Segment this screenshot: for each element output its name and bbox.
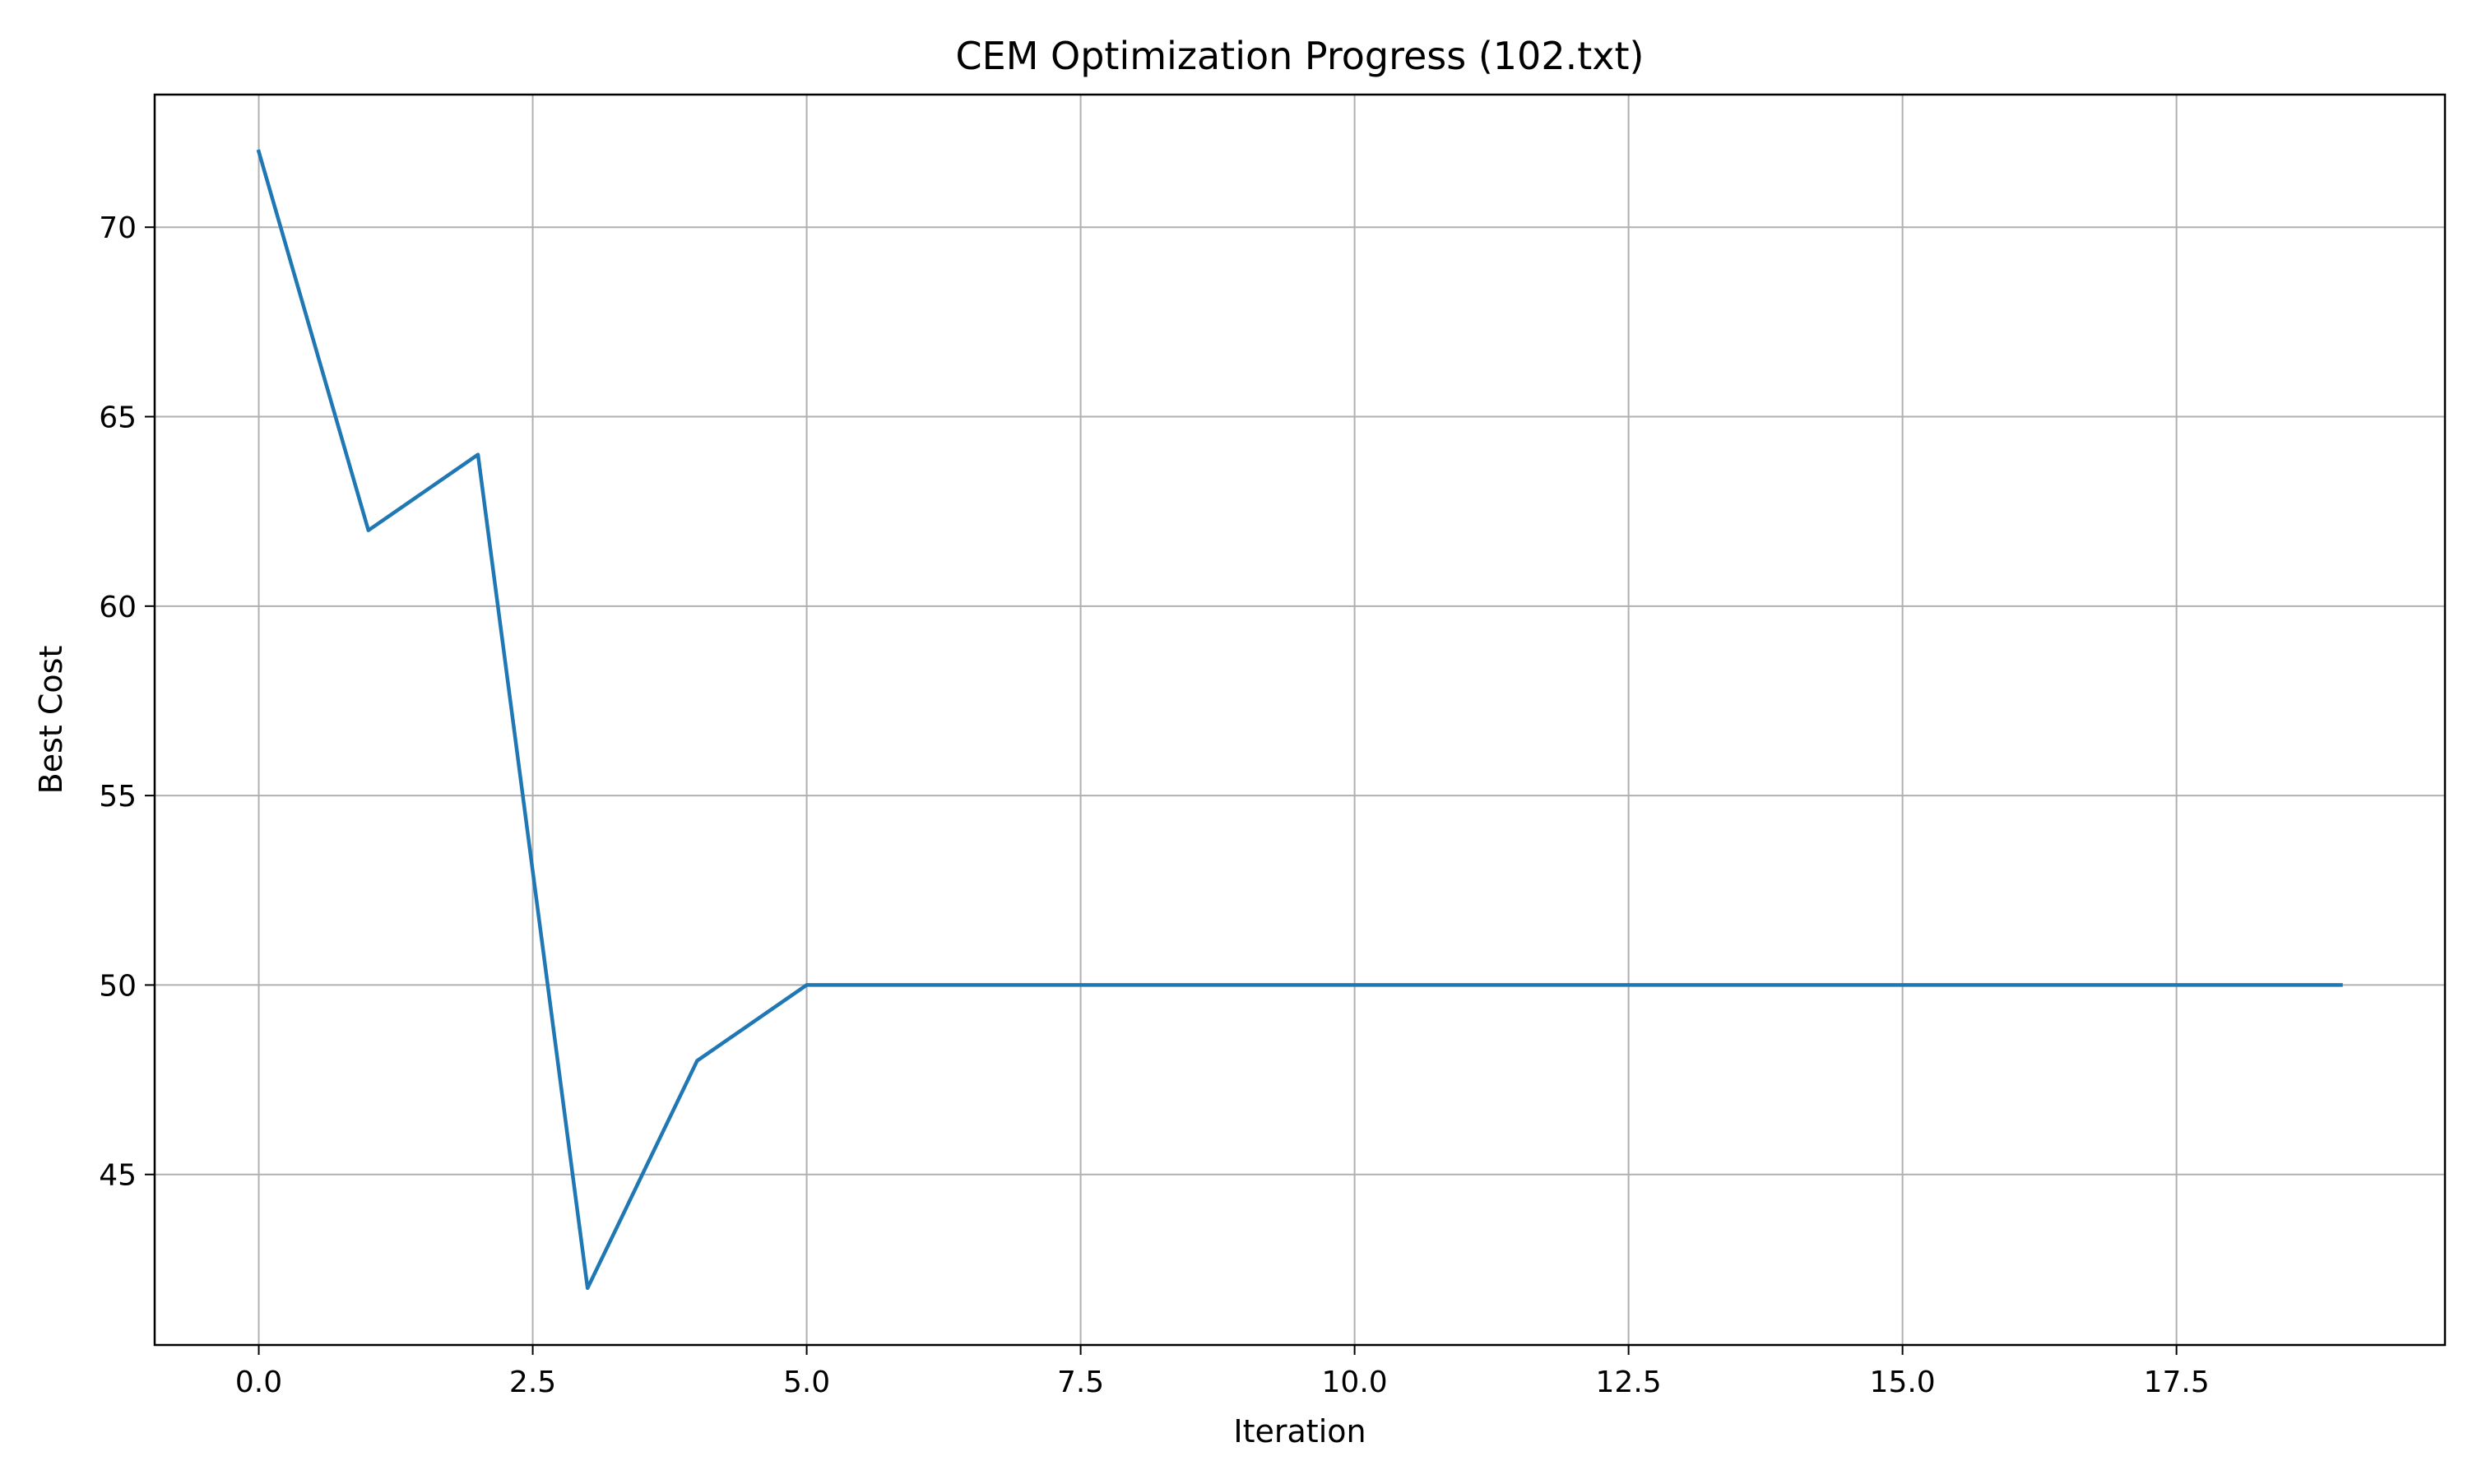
x-tick-label: 2.5	[509, 1366, 556, 1399]
x-axis-label: Iteration	[1233, 1413, 1366, 1449]
series-layer	[256, 149, 2343, 1291]
y-axis-ticks: 45 50 55 60 65 70	[99, 211, 155, 1193]
x-axis-ticks: 0.0 2.5 5.0 7.5 10.0 12.5 15.0 17.5	[235, 1345, 2210, 1399]
x-tick-label: 10.0	[1322, 1366, 1388, 1399]
y-tick-label: 55	[99, 780, 137, 814]
x-tick-label: 12.5	[1596, 1366, 1662, 1399]
y-tick-label: 60	[99, 591, 137, 624]
x-tick-label: 15.0	[1870, 1366, 1936, 1399]
series-line	[256, 149, 2343, 1291]
x-tick-label: 17.5	[2144, 1366, 2210, 1399]
y-tick-label: 50	[99, 969, 137, 1003]
y-tick-label: 45	[99, 1159, 137, 1193]
y-tick-label: 70	[99, 211, 137, 245]
x-tick-label: 0.0	[235, 1366, 282, 1399]
y-tick-label: 65	[99, 401, 137, 435]
chart-title: CEM Optimization Progress (102.txt)	[956, 34, 1645, 78]
x-tick-label: 7.5	[1057, 1366, 1104, 1399]
plot-frame	[153, 93, 2447, 1347]
y-axis-label: Best Cost	[33, 646, 69, 795]
x-tick-label: 5.0	[783, 1366, 830, 1399]
